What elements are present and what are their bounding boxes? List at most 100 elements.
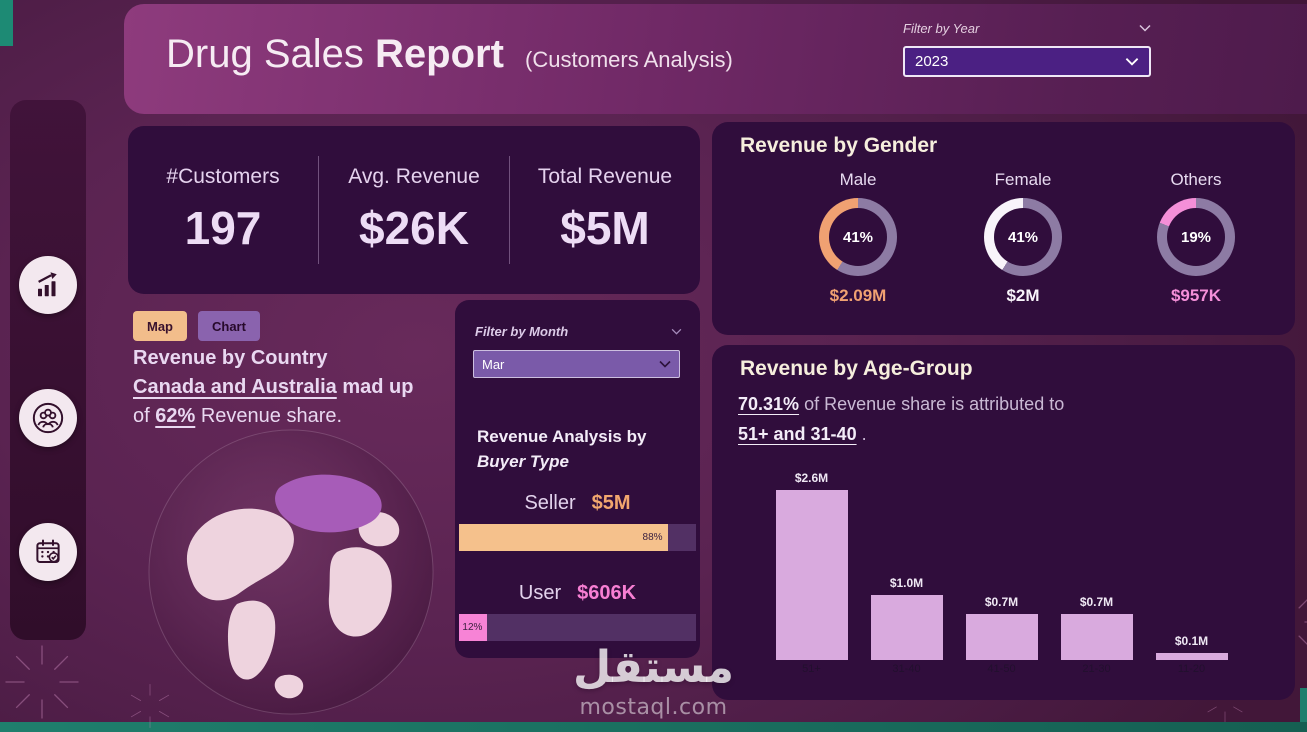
gender-group-male: Male 41% $2.09M [783,170,933,306]
age-bar-group: $0.1M [1144,463,1239,660]
kpi-value: 197 [184,202,262,254]
year-filter: Filter by Year 2023 [903,18,1151,77]
donut-chart-male[interactable]: 41% [819,198,897,276]
bar-value-label: $2.6M [794,471,829,485]
kpi-avg-revenue: Avg. Revenue $26K [319,126,509,294]
seller-bar[interactable]: 88% [459,524,696,551]
world-map-globe[interactable] [140,426,442,718]
kpi-panel: #Customers 197 Avg. Revenue $26K Total R… [128,126,700,294]
buyer-title-line1: Revenue Analysis by [477,427,647,446]
donut-hole: 41% [994,208,1052,266]
gender-label: Others [1170,170,1222,189]
gender-label: Male [839,170,877,189]
month-dropdown[interactable]: Mar [473,350,680,378]
kpi-label: Avg. Revenue [348,165,480,188]
teal-corner-accent [0,0,13,46]
x-axis-label: 51+ [802,663,821,675]
donut-hole: 41% [829,208,887,266]
user-bar[interactable]: 12% [459,614,696,641]
age-x-axis: 51+ 31-40 41-50 21-30 11-20 [764,663,1239,675]
gender-amount: $2M [1006,286,1040,305]
fireworks-decoration [5,645,170,728]
user-amount: $606K [577,582,637,604]
page-title: Drug Sales Report (Customers Analysis) [166,32,733,77]
chevron-down-icon[interactable] [671,328,682,335]
kpi-total-revenue: Total Revenue $5M [510,126,700,294]
year-dropdown[interactable]: 2023 [903,46,1151,77]
age-bar[interactable] [870,595,943,660]
revenue-by-age-panel: Revenue by Age-Group 70.31% of Revenue s… [712,345,1295,700]
country-line3-rest: Revenue share. [195,405,343,427]
tab-map[interactable]: Map [133,311,187,341]
title-regular: Drug Sales [166,32,364,76]
revenue-by-country-text: Revenue by Country Canada and Australia … [133,344,463,431]
age-bar[interactable] [965,614,1038,660]
buyer-type-title: Revenue Analysis by Buyer Type [477,424,646,474]
country-line2-rest: mad up [336,376,414,398]
age-description: 70.31% of Revenue share is attributed to… [738,389,1064,449]
donut-percent: 41% [1007,228,1039,246]
age-bar-group: $1.0M [859,463,954,660]
kpi-label: #Customers [166,165,280,188]
kpi-value: $26K [359,202,469,254]
user-label: User [518,582,562,604]
user-bar-fill: 12% [459,614,488,641]
age-bar-group: $0.7M [1049,463,1144,660]
gender-amount: $957K [1170,286,1222,305]
bar-value-label: $1.0M [889,576,924,590]
donut-chart-others[interactable]: 19% [1157,198,1235,276]
month-dropdown-value: Mar [482,356,505,372]
user-row: User $606K [455,582,700,605]
sidebar-item-customers[interactable] [19,389,77,447]
age-desc-end: . [856,424,867,444]
country-title: Revenue by Country [133,347,328,369]
age-bar[interactable] [775,490,848,660]
tab-chart[interactable]: Chart [198,311,260,341]
gender-label: Female [994,170,1052,189]
chevron-down-icon[interactable] [1139,24,1151,32]
calendar-check-icon [36,539,60,563]
kpi-value: $5M [560,202,650,254]
watermark-latin: mostaql.com [579,695,728,720]
country-highlight: Canada and Australia [133,376,337,398]
highlighted-country [275,474,382,533]
donut-percent: 19% [1180,228,1212,246]
divider [509,156,510,264]
age-bar-group: $0.7M [954,463,1049,660]
chevron-down-icon [659,360,671,368]
kpi-customers: #Customers 197 [128,126,318,294]
page-subtitle: (Customers Analysis) [525,47,733,72]
bar-value-label: $0.7M [984,595,1019,609]
filter-month-label: Filter by Month [475,324,569,339]
seller-row: Seller $5M [455,492,700,515]
age-desc-line1: 70.31% of Revenue share is attributed to [738,389,1064,419]
trend-chart-icon [38,272,57,297]
country-line2: Canada and Australia mad up [133,373,463,402]
donut-percent: 41% [842,228,874,246]
x-axis-label: 21-30 [1082,663,1111,675]
sidebar-item-calendar[interactable] [19,523,77,581]
age-bar[interactable] [1060,614,1133,660]
x-axis-label: 31-40 [892,663,921,675]
teal-right-accent [1300,688,1307,722]
panel-title: Revenue by Gender [740,134,938,157]
age-bar-chart: $2.6M $1.0M $0.7M $0.7M $0.1M [764,463,1239,660]
age-bar-group: $2.6M [764,463,859,660]
bar-value-label: $0.7M [1079,595,1114,609]
age-groups: 51+ and 31-40 [738,424,857,444]
gender-group-others: Others 19% $957K [1121,170,1271,306]
buyer-title-line2: Buyer Type [477,452,569,471]
kpi-label: Total Revenue [537,165,673,188]
teal-bottom-strip [0,722,1307,732]
sidebar-item-trends[interactable] [19,256,77,314]
age-bar[interactable] [1155,653,1228,660]
donut-chart-female[interactable]: 41% [984,198,1062,276]
revenue-by-gender-panel: Revenue by Gender Male 41% $2.09M Female… [712,122,1295,335]
age-percent: 70.31% [738,394,800,414]
x-axis-label: 11-20 [1177,663,1206,675]
country-line3: of 62% Revenue share. [133,402,463,431]
panel-title: Revenue by Age-Group [740,357,973,380]
x-axis-label: 41-50 [987,663,1016,675]
age-desc-mid: of Revenue share is attributed to [799,394,1065,414]
